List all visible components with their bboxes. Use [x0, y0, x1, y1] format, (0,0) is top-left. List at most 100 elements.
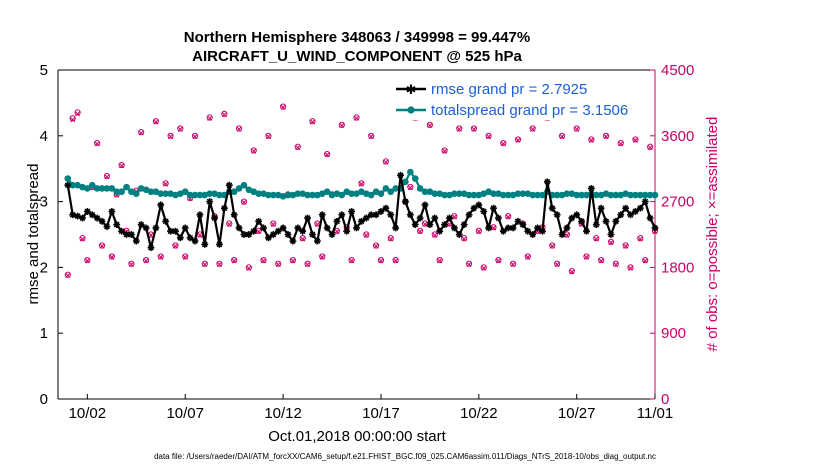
obs-assimilated-point — [564, 232, 570, 238]
obs-possible-point — [157, 253, 164, 260]
obs-assimilated-point — [437, 258, 443, 264]
obs-assimilated-point — [637, 236, 643, 242]
obs-possible-point — [270, 220, 277, 227]
totalspread-point — [103, 185, 111, 192]
rmse-point — [255, 217, 263, 225]
rmse-point — [357, 217, 365, 225]
totalspread-point — [196, 191, 204, 199]
obs-assimilated-point — [265, 133, 271, 140]
obs-assimilated-point — [476, 229, 482, 235]
rmse-point — [578, 217, 585, 225]
obs-assimilated-point — [383, 159, 389, 165]
rmse-point — [548, 204, 556, 212]
rmse-point — [186, 234, 194, 242]
obs-possible-point — [456, 125, 463, 132]
obs-possible-point — [167, 132, 174, 139]
obs-possible-point — [573, 125, 580, 132]
obs-assimilated-point — [309, 119, 316, 125]
obs-assimilated-point — [368, 133, 374, 140]
rmse-point — [411, 221, 419, 229]
obs-possible-point — [348, 256, 355, 264]
totalspread-point — [421, 188, 429, 196]
obs-possible-point — [221, 110, 228, 117]
rmse-point — [250, 227, 258, 235]
totalspread-point — [64, 175, 72, 182]
obs-possible-point — [235, 125, 243, 132]
y-tick-label-left: 1 — [40, 325, 48, 342]
totalspread-point — [441, 191, 448, 199]
totalspread-point — [411, 175, 419, 182]
obs-assimilated-point — [256, 229, 262, 235]
obs-possible-point — [470, 125, 478, 132]
obs-possible-point — [84, 256, 91, 264]
footer-data-file: data file: /Users/raeder/DAI/ATM_forcXX/… — [154, 452, 656, 461]
obs-assimilated-point — [598, 258, 604, 264]
rmse-point — [362, 214, 370, 222]
obs-assimilated-point — [559, 133, 565, 140]
totalspread-point — [304, 191, 311, 199]
obs-possible-point — [598, 256, 605, 264]
totalspread-point — [206, 190, 213, 198]
obs-assimilated-point — [466, 261, 472, 268]
totalspread-point — [553, 191, 561, 199]
y-axis-label-right: # of obs: o=possible; ×=assimilated — [704, 117, 721, 352]
obs-possible-point — [500, 140, 507, 147]
obs-possible-point — [142, 256, 150, 264]
totalspread-point — [118, 188, 125, 196]
obs-possible-point — [407, 183, 414, 191]
rmse-point — [176, 234, 184, 242]
obs-assimilated-point — [216, 261, 223, 268]
obs-possible-point — [152, 118, 159, 125]
rmse-point — [93, 214, 101, 222]
totalspread-point — [392, 185, 399, 192]
totalspread-point — [323, 188, 331, 196]
obs-assimilated-point — [260, 258, 267, 264]
obs-assimilated-point — [593, 236, 599, 242]
rmse-point — [436, 227, 444, 235]
totalspread-point — [646, 191, 654, 199]
rmse-point — [607, 231, 615, 238]
obs-possible-point — [387, 235, 394, 242]
rmse-point — [524, 227, 532, 235]
x-tick-label: 10/07 — [166, 405, 204, 422]
obs-possible-point — [265, 132, 272, 139]
totalspread-point — [157, 190, 165, 198]
totalspread-point — [147, 188, 155, 196]
rmse-point — [333, 217, 341, 225]
rmse-point — [274, 227, 282, 235]
rmse-point — [416, 214, 424, 222]
rmse-point — [343, 227, 351, 235]
obs-possible-point — [162, 180, 169, 187]
x-tick-label: 10/02 — [69, 405, 107, 422]
rmse-point — [587, 185, 595, 192]
obs-possible-point — [421, 220, 429, 227]
obs-possible-point — [509, 260, 517, 267]
rmse-point — [225, 181, 233, 189]
rmse-point — [279, 224, 287, 232]
totalspread-point — [529, 191, 536, 199]
obs-assimilated-point — [280, 104, 286, 110]
obs-assimilated-point — [505, 214, 511, 220]
rmse-point — [206, 198, 214, 205]
rmse-point — [431, 214, 439, 222]
obs-assimilated-point — [290, 258, 296, 264]
obs-assimilated-point — [495, 258, 501, 264]
obs-assimilated-point — [84, 258, 90, 264]
rmse-point — [397, 171, 404, 179]
totalspread-point — [377, 190, 385, 198]
ticks: 0 1 2 3 4 5 0 900 1800 2700 3600 4500 10/02 10/07 10/1… — [40, 62, 695, 422]
totalspread-point — [651, 191, 659, 199]
obs-assimilated-point — [613, 261, 619, 268]
obs-assimilated-point — [119, 163, 125, 169]
obs-assimilated-point — [177, 126, 183, 132]
obs-possible-point — [632, 136, 639, 143]
rmse-point — [348, 208, 356, 215]
rmse-point — [328, 231, 336, 238]
obs-assimilated-point — [192, 133, 198, 140]
obs-assimilated-point — [221, 112, 227, 118]
rmse-point — [495, 214, 502, 222]
rmse-point — [113, 221, 121, 229]
obs-assimilated-point — [314, 221, 320, 227]
totalspread-point — [500, 191, 507, 199]
